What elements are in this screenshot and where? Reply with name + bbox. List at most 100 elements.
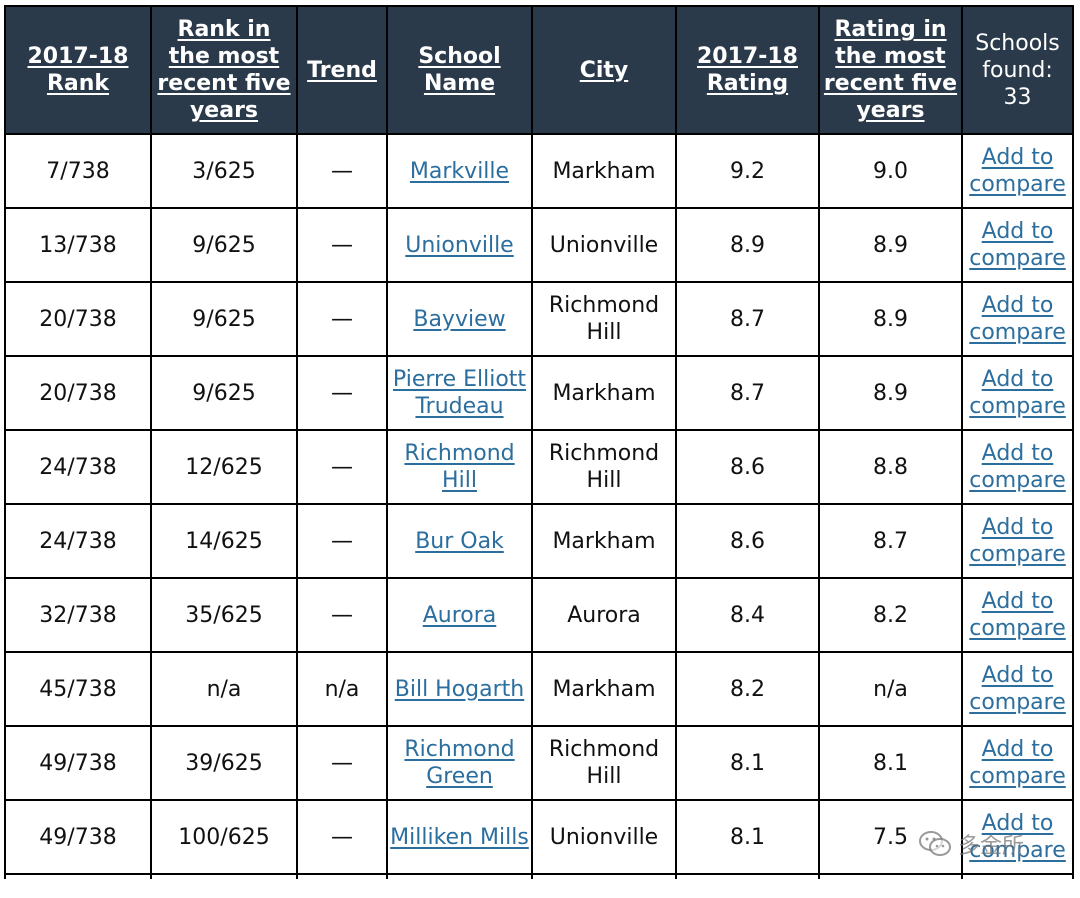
rating-recent-cell: 8.2 — [818, 577, 963, 653]
school-name-cell[interactable]: Bur Oak — [386, 503, 533, 579]
rank-recent-cell: 9/625 — [150, 207, 298, 283]
col-header-city[interactable]: City — [531, 5, 677, 135]
col-header-rating-2017[interactable]: 2017-18 Rating — [675, 5, 820, 135]
schools-found-count: 33 — [1003, 84, 1032, 110]
compare-cell[interactable]: Add to compare — [961, 207, 1074, 283]
rank-cell: 7/738 — [4, 133, 152, 209]
school-name-link[interactable]: Bayview — [413, 306, 506, 332]
trend-cell: — — [296, 577, 388, 653]
school-name-cell[interactable]: Aurora — [386, 577, 533, 653]
school-name-cell[interactable]: Richmond Green — [386, 725, 533, 801]
empty-cell — [818, 873, 963, 879]
rating-recent-cell: 8.9 — [818, 207, 963, 283]
add-to-compare-link[interactable]: Add to compare — [969, 663, 1066, 715]
rating-cell: 8.1 — [675, 799, 820, 875]
rank-cell: 24/738 — [4, 429, 152, 505]
school-name-link[interactable]: Markville — [409, 158, 510, 184]
rank-recent-cell: 39/625 — [150, 725, 298, 801]
compare-cell[interactable]: Add to compare — [961, 577, 1074, 653]
rating-cell: 8.7 — [675, 281, 820, 357]
sort-trend-link[interactable]: Trend — [307, 57, 377, 83]
rating-recent-cell: 8.1 — [818, 725, 963, 801]
city-cell: Markham — [531, 651, 677, 727]
add-to-compare-link[interactable]: Add to compare — [969, 367, 1066, 419]
empty-cell — [150, 873, 298, 879]
compare-cell[interactable]: Add to compare — [961, 725, 1074, 801]
sort-rating-2017-link[interactable]: 2017-18 Rating — [697, 44, 798, 96]
trend-cell: — — [296, 133, 388, 209]
table-row: 45/738 n/a n/a Bill Hogarth Markham 8.2 n/a Add… — [4, 651, 1074, 727]
sort-rank-recent-link[interactable]: Rank in the most recent five years — [157, 17, 291, 123]
rating-recent-cell: n/a — [818, 651, 963, 727]
table-row: 7/738 3/625— Markville Markham 9.2 9.0 Add to … — [4, 133, 1074, 209]
rating-recent-cell: 8.9 — [818, 355, 963, 431]
rating-recent-cell: 8.7 — [818, 503, 963, 579]
school-name-cell[interactable]: Markville — [386, 133, 533, 209]
school-name-cell[interactable]: Unionville — [386, 207, 533, 283]
trend-cell: — — [296, 355, 388, 431]
add-to-compare-link[interactable]: Add to compare — [969, 441, 1066, 493]
school-name-cell[interactable]: Richmond Hill — [386, 429, 533, 505]
compare-cell[interactable]: Add to compare — [961, 355, 1074, 431]
add-to-compare-link[interactable]: Add to compare — [969, 515, 1066, 567]
compare-cell[interactable]: Add to compare — [961, 503, 1074, 579]
col-header-trend[interactable]: Trend — [296, 5, 388, 135]
rating-cell: 8.4 — [675, 577, 820, 653]
table-header-row: 2017-18 Rank Rank in the most recent fiv… — [4, 5, 1074, 135]
add-to-compare-link[interactable]: Add to compare — [969, 589, 1066, 641]
sort-rank-2017-link[interactable]: 2017-18 Rank — [27, 44, 129, 96]
school-name-link[interactable]: Bur Oak — [415, 528, 504, 554]
rank-cell: 49/738 — [4, 799, 152, 875]
col-header-school-name[interactable]: School Name — [386, 5, 533, 135]
add-to-compare-link[interactable]: Add to compare — [969, 219, 1066, 271]
add-to-compare-link[interactable]: Add to compare — [969, 811, 1066, 863]
sort-city-link[interactable]: City — [579, 57, 629, 83]
rank-cell: 45/738 — [4, 651, 152, 727]
school-name-link[interactable]: Pierre Elliott Trudeau — [392, 367, 527, 419]
empty-cell — [961, 873, 1074, 879]
add-to-compare-link[interactable]: Add to compare — [969, 145, 1066, 197]
city-cell: Richmond Hill — [531, 281, 677, 357]
school-name-cell[interactable]: Bayview — [386, 281, 533, 357]
city-cell: Unionville — [531, 207, 677, 283]
rating-recent-cell: 7.5 — [818, 799, 963, 875]
rating-cell: 8.6 — [675, 503, 820, 579]
rank-recent-cell: 35/625 — [150, 577, 298, 653]
rank-recent-cell: 14/625 — [150, 503, 298, 579]
empty-cell — [4, 873, 152, 879]
compare-cell[interactable]: Add to compare — [961, 651, 1074, 727]
compare-cell[interactable]: Add to compare — [961, 799, 1074, 875]
compare-cell[interactable]: Add to compare — [961, 429, 1074, 505]
sort-rating-recent-link[interactable]: Rating in the most recent five years — [823, 17, 958, 123]
rating-recent-cell: 8.8 — [818, 429, 963, 505]
col-header-rating-recent[interactable]: Rating in the most recent five years — [818, 5, 963, 135]
add-to-compare-link[interactable]: Add to compare — [969, 737, 1066, 789]
school-name-link[interactable]: Milliken Mills — [390, 824, 529, 850]
add-to-compare-link[interactable]: Add to compare — [969, 293, 1066, 345]
rating-cell: 8.6 — [675, 429, 820, 505]
rating-cell: 9.2 — [675, 133, 820, 209]
col-header-rank-recent[interactable]: Rank in the most recent five years — [150, 5, 298, 135]
col-header-rank-2017[interactable]: 2017-18 Rank — [4, 5, 152, 135]
city-cell: Richmond Hill — [531, 429, 677, 505]
school-name-link[interactable]: Richmond Green — [404, 737, 515, 789]
school-name-link[interactable]: Unionville — [405, 232, 514, 258]
school-name-link[interactable]: Richmond Hill — [404, 441, 515, 493]
rank-recent-cell: 12/625 — [150, 429, 298, 505]
rating-recent-cell: 9.0 — [818, 133, 963, 209]
table-row: 20/738 9/625— Pierre Elliott Trudeau Markha… — [4, 355, 1074, 431]
school-name-cell[interactable]: Bill Hogarth — [386, 651, 533, 727]
school-name-link[interactable]: Aurora — [422, 602, 497, 628]
rating-cell: 8.7 — [675, 355, 820, 431]
school-name-link[interactable]: Bill Hogarth — [394, 676, 525, 702]
table-row-partial — [4, 873, 1074, 879]
trend-cell: — — [296, 799, 388, 875]
compare-cell[interactable]: Add to compare — [961, 281, 1074, 357]
city-cell: Aurora — [531, 577, 677, 653]
trend-cell: — — [296, 429, 388, 505]
compare-cell[interactable]: Add to compare — [961, 133, 1074, 209]
school-name-cell[interactable]: Pierre Elliott Trudeau — [386, 355, 533, 431]
school-name-cell[interactable]: Milliken Mills — [386, 799, 533, 875]
rank-recent-cell: 100/625 — [150, 799, 298, 875]
sort-school-name-link[interactable]: School Name — [418, 44, 501, 96]
